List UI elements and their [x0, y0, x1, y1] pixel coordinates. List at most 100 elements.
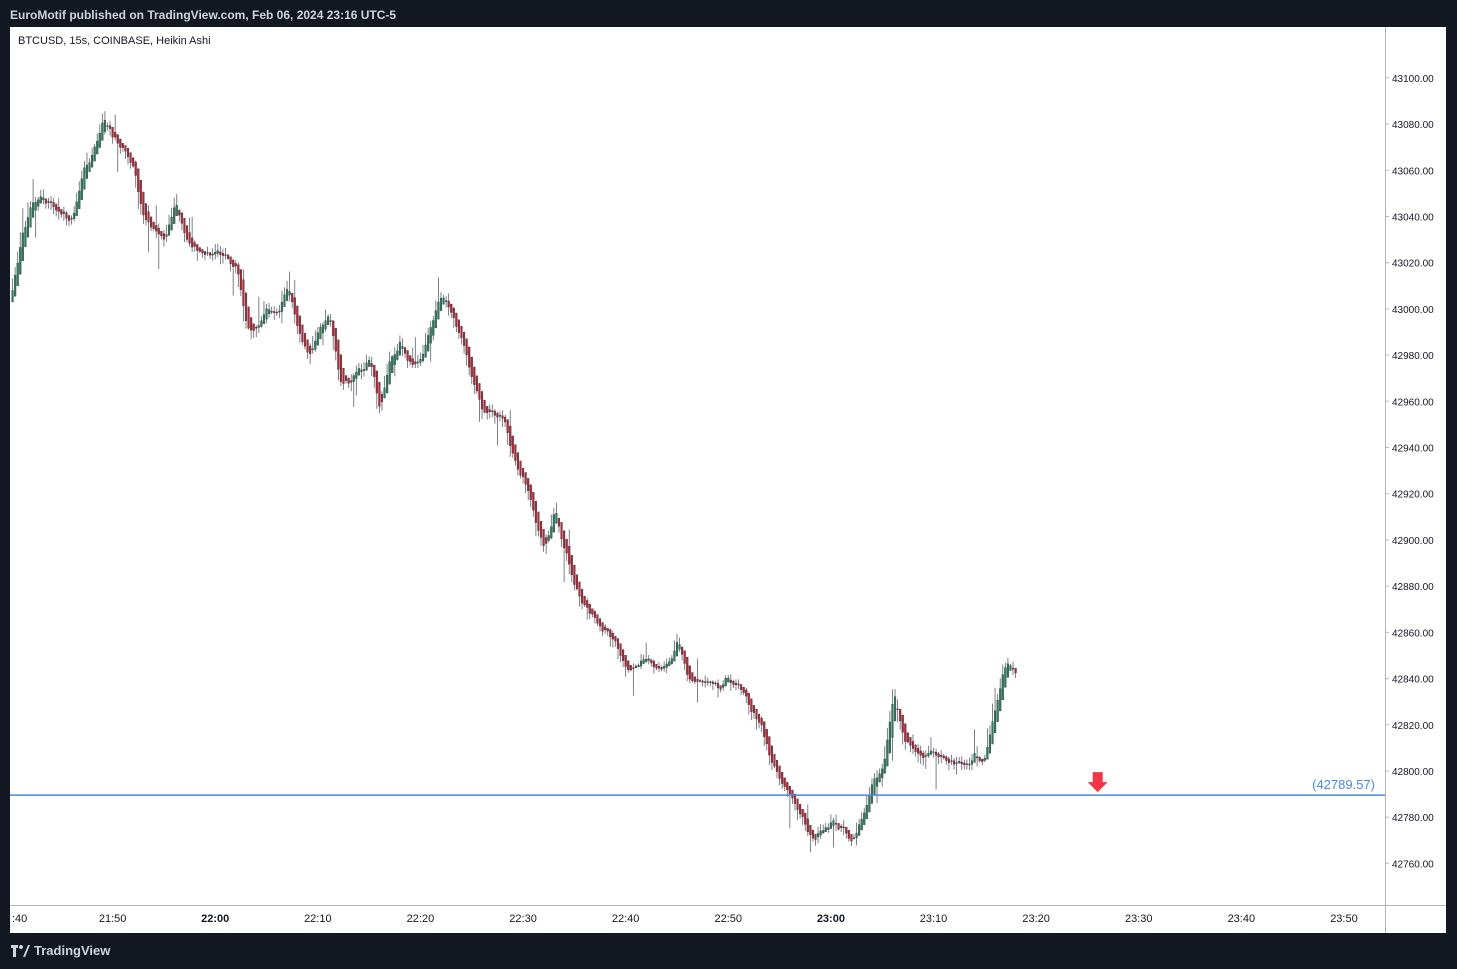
- candle-body[interactable]: [568, 546, 571, 565]
- candle-body[interactable]: [273, 311, 276, 313]
- candle-body[interactable]: [932, 751, 935, 753]
- candle-body[interactable]: [121, 143, 124, 148]
- candle-body[interactable]: [39, 196, 42, 204]
- candle-body[interactable]: [257, 325, 260, 328]
- candle-body[interactable]: [704, 681, 707, 683]
- candle-body[interactable]: [899, 709, 902, 722]
- candle-body[interactable]: [868, 794, 871, 813]
- candle-body[interactable]: [817, 833, 820, 837]
- candle-body[interactable]: [819, 830, 822, 836]
- candle-body[interactable]: [732, 681, 735, 685]
- candle-body[interactable]: [963, 762, 966, 765]
- candle-body[interactable]: [614, 636, 617, 642]
- candle-body[interactable]: [852, 837, 856, 839]
- candle-body[interactable]: [845, 827, 848, 834]
- candle-body[interactable]: [119, 138, 122, 148]
- candle-body[interactable]: [168, 224, 171, 236]
- candle-body[interactable]: [388, 361, 391, 385]
- candle-body[interactable]: [686, 656, 689, 675]
- candle-body[interactable]: [214, 252, 217, 255]
- candle-body[interactable]: [455, 312, 458, 327]
- candle-body[interactable]: [280, 301, 283, 312]
- candle-body[interactable]: [306, 339, 309, 353]
- candle-body[interactable]: [516, 452, 519, 470]
- candle-body[interactable]: [504, 416, 507, 423]
- candle-body[interactable]: [14, 275, 17, 297]
- candle-body[interactable]: [155, 225, 158, 232]
- candle-body[interactable]: [198, 247, 201, 252]
- candle-body[interactable]: [362, 369, 366, 371]
- candle-body[interactable]: [165, 234, 168, 237]
- candle-body[interactable]: [480, 391, 484, 410]
- candle-body[interactable]: [211, 253, 214, 256]
- candle-body[interactable]: [960, 761, 963, 765]
- candle-body[interactable]: [406, 350, 409, 361]
- candle-body[interactable]: [693, 676, 696, 682]
- candle-body[interactable]: [745, 689, 748, 697]
- candle-body[interactable]: [883, 758, 886, 774]
- candle-body[interactable]: [634, 665, 637, 669]
- candle-body[interactable]: [773, 754, 776, 767]
- candle-body[interactable]: [668, 661, 671, 666]
- candle-body[interactable]: [534, 500, 537, 523]
- candle-body[interactable]: [893, 696, 897, 722]
- candle-body[interactable]: [560, 522, 563, 540]
- candle-body[interactable]: [96, 140, 99, 155]
- candle-body[interactable]: [722, 684, 725, 688]
- candle-body[interactable]: [365, 362, 368, 371]
- candle-body[interactable]: [583, 596, 586, 606]
- candle-body[interactable]: [47, 200, 50, 203]
- candle-body[interactable]: [727, 677, 730, 683]
- candle-body[interactable]: [491, 410, 494, 412]
- candle-body[interactable]: [319, 326, 322, 340]
- candle-body[interactable]: [88, 162, 91, 172]
- candle-body[interactable]: [188, 232, 191, 244]
- candle-body[interactable]: [791, 789, 794, 799]
- candle-body[interactable]: [357, 368, 360, 376]
- candle-body[interactable]: [888, 721, 891, 754]
- candle-body[interactable]: [137, 168, 140, 192]
- candle-body[interactable]: [945, 756, 948, 761]
- candle-body[interactable]: [616, 638, 620, 649]
- candle-body[interactable]: [922, 752, 925, 758]
- candle-body[interactable]: [160, 231, 163, 237]
- candle-body[interactable]: [775, 760, 779, 772]
- down-arrow-icon[interactable]: [1087, 772, 1108, 793]
- candle-body[interactable]: [414, 361, 417, 365]
- candle-body[interactable]: [709, 681, 712, 683]
- candle-body[interactable]: [557, 518, 561, 527]
- candle-body[interactable]: [498, 415, 502, 417]
- candle-body[interactable]: [806, 818, 809, 833]
- candle-body[interactable]: [829, 822, 832, 829]
- candle-body[interactable]: [373, 364, 376, 377]
- candle-body[interactable]: [80, 178, 83, 201]
- candle-body[interactable]: [139, 180, 142, 204]
- candle-body[interactable]: [981, 758, 984, 762]
- candle-body[interactable]: [219, 251, 222, 255]
- candle-body[interactable]: [311, 348, 314, 351]
- candle-body[interactable]: [350, 380, 353, 383]
- candle-body[interactable]: [645, 659, 648, 662]
- candle-body[interactable]: [409, 355, 412, 362]
- candle-body[interactable]: [552, 514, 555, 533]
- candle-body[interactable]: [270, 311, 273, 313]
- candle-body[interactable]: [37, 199, 40, 207]
- candle-body[interactable]: [101, 122, 104, 141]
- candle-body[interactable]: [801, 808, 804, 817]
- candle-body[interactable]: [460, 326, 463, 338]
- candle-body[interactable]: [237, 264, 240, 275]
- candle-body[interactable]: [878, 773, 881, 783]
- candle-body[interactable]: [991, 721, 994, 745]
- candle-body[interactable]: [850, 834, 853, 842]
- candle-body[interactable]: [73, 212, 76, 219]
- candle-body[interactable]: [291, 293, 294, 303]
- candle-body[interactable]: [329, 320, 332, 322]
- candle-body[interactable]: [378, 381, 381, 407]
- candle-body[interactable]: [604, 626, 607, 631]
- candle-body[interactable]: [268, 309, 271, 315]
- candle-body[interactable]: [262, 314, 266, 324]
- candle-body[interactable]: [108, 125, 112, 129]
- candle-body[interactable]: [891, 704, 894, 738]
- candle-body[interactable]: [629, 665, 632, 671]
- candle-body[interactable]: [799, 804, 802, 815]
